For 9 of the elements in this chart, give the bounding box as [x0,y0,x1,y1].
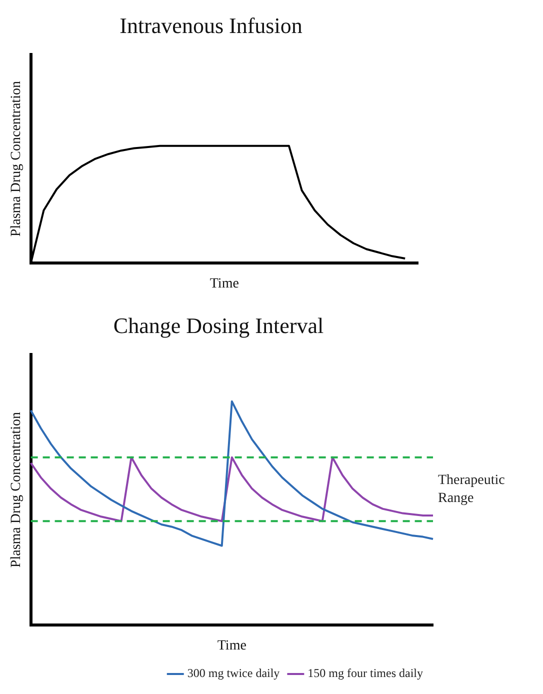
y-axis-title: Plasma Drug Concentration [9,81,24,237]
x-axis-title: Time [210,276,239,292]
chart-title: Change Dosing Interval [113,312,324,338]
x-axis-title: Time [217,638,246,654]
legend-label: 150 mg four times daily [308,666,424,680]
text: Therapeutic Range [438,472,505,506]
chart-title: Intravenous Infusion [120,12,302,38]
y-axis-title: Plasma Drug Concentration [9,412,24,568]
legend-label: 300 mg twice daily [187,666,280,680]
